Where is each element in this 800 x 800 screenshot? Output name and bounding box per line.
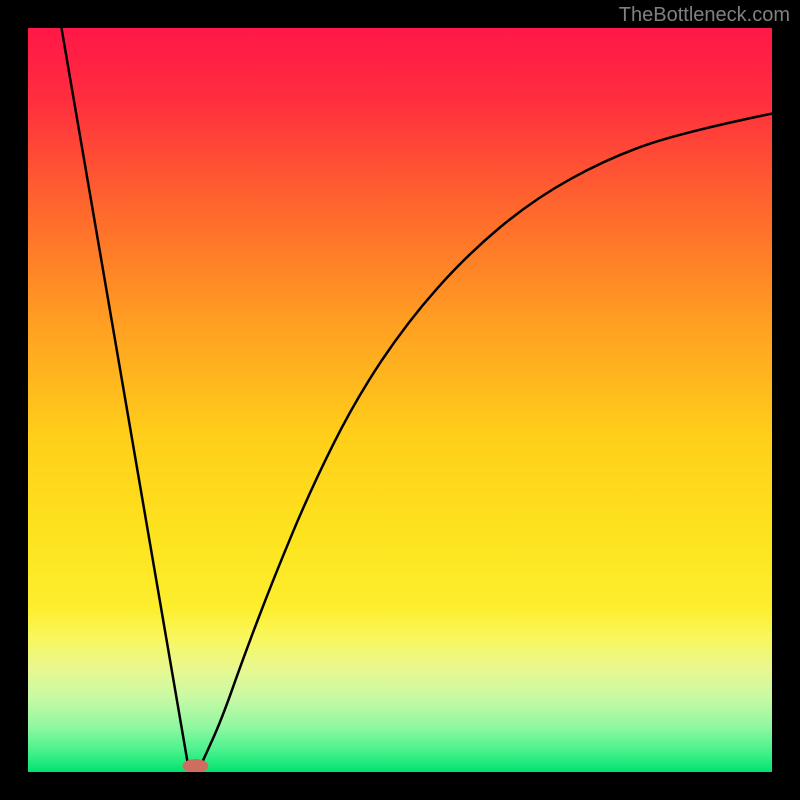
minimum-marker	[182, 759, 208, 773]
bottleneck-chart	[0, 0, 800, 800]
plot-area	[28, 28, 772, 773]
chart-container: TheBottleneck.com	[0, 0, 800, 800]
watermark-text: TheBottleneck.com	[619, 4, 790, 27]
